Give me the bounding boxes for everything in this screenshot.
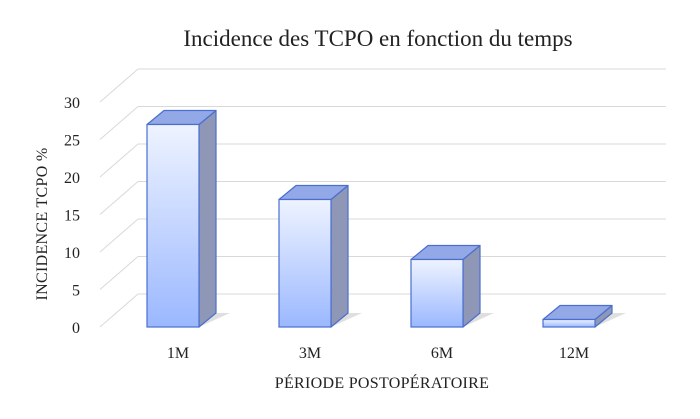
y-axis-ticks: 0 5 10 15 20 25 30 [64,95,80,337]
y-tick-label: 15 [64,208,80,225]
y-axis-title: INCIDENCE TCPO % [34,148,51,301]
bar-1m [146,109,217,328]
bar-front [146,123,200,328]
x-tick-label: 12M [559,345,589,362]
y-tick-label: 10 [64,245,80,262]
bar-front [278,198,332,328]
x-tick-label: 6M [431,345,453,362]
bar-12m [542,304,613,328]
bar-3m [278,184,349,328]
x-tick-label: 3M [299,345,321,362]
bar-side [330,184,349,328]
x-axis-title: PÉRIODE POSTOPÉRATOIRE [275,373,489,392]
chart-title: Incidence des TCPO en fonction du temps [183,26,572,51]
gridline-wall [99,293,139,328]
bar-6m [410,244,481,328]
gridline-wall [99,106,139,140]
y-tick-label: 25 [64,133,80,150]
bars [146,109,613,328]
x-axis-ticks: 1M 3M 6M 12M [167,345,589,362]
gridline-wall [99,143,139,178]
gridline-wall [99,68,139,103]
gridline-wall [99,181,139,215]
gridlines [99,68,666,328]
gridline-wall [99,256,139,290]
bar-front [410,258,464,328]
y-tick-label: 20 [64,170,80,187]
y-tick-label: 30 [64,95,80,112]
gridline-wall [99,218,139,253]
bar-side [198,109,217,328]
x-tick-label: 1M [167,345,189,362]
y-tick-label: 5 [72,283,80,300]
bar-front [542,318,596,328]
y-tick-label: 0 [72,320,80,337]
